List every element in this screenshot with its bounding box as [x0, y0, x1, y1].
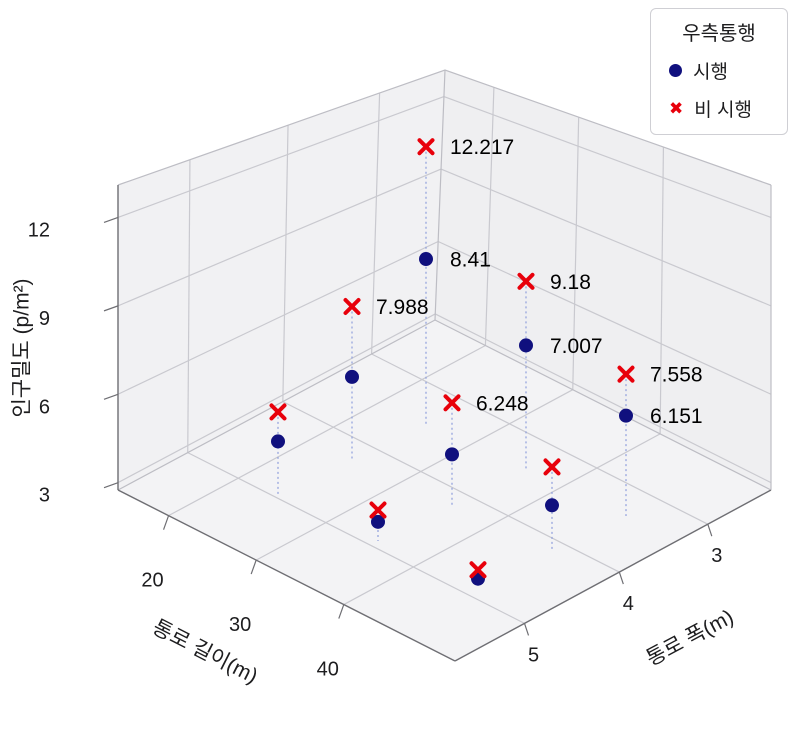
grid-line-x-wall	[484, 87, 495, 346]
grid-line-x-floor	[255, 389, 574, 561]
grid-line-x-floor	[168, 344, 486, 517]
data-point-x	[617, 365, 635, 383]
x-tick-label: 40	[317, 659, 339, 681]
data-point-circle	[545, 498, 559, 513]
x-axis-spine	[117, 489, 456, 662]
y-tick-label: 4	[623, 593, 634, 615]
value-label: 6.151	[650, 405, 703, 428]
grid-line-x-wall	[572, 117, 580, 390]
grid-line-z-right-wall	[443, 96, 772, 219]
z-tick	[103, 482, 119, 489]
x-tick	[250, 559, 257, 575]
legend-item-label: 시행	[693, 62, 728, 83]
value-label: 8.41	[450, 249, 491, 272]
z-tick-label: 3	[39, 485, 50, 507]
grid-line-z-right-wall	[437, 240, 772, 395]
data-point-circle	[271, 434, 285, 449]
data-point-x	[343, 297, 361, 315]
grid-line-z-right-wall	[440, 168, 772, 307]
y-tick	[707, 524, 713, 537]
data-point-circle	[371, 514, 385, 529]
x-tick-label: 30	[229, 614, 251, 636]
z-tick-label: 12	[28, 219, 50, 241]
floor-pane	[118, 320, 771, 661]
data-point-x	[269, 403, 287, 421]
z-tick	[103, 393, 119, 400]
legend-item-implemented: 시행	[661, 57, 777, 84]
z-tick	[103, 305, 119, 312]
x-tick-label: 20	[141, 570, 163, 592]
legend: 우측통행 시행 ✖ 비 시행	[650, 8, 788, 135]
grid-line-y-floor	[371, 353, 709, 525]
z-tick-label: 9	[39, 308, 50, 330]
data-point-circle	[419, 252, 433, 267]
grid-line-z-right-wall	[434, 313, 772, 484]
grid-line-y-wall	[187, 159, 191, 453]
value-label: 12.217	[450, 136, 514, 159]
right-wall-pane	[435, 70, 771, 490]
pane-back-vertical-edge	[434, 69, 446, 321]
legend-title: 우측통행	[682, 23, 756, 45]
data-point-circle	[519, 338, 533, 353]
y-tick-label: 3	[711, 545, 722, 567]
left-wall-pane	[118, 70, 445, 490]
grid-line-y-floor	[282, 401, 620, 573]
data-point-circle	[445, 447, 459, 462]
value-label: 7.558	[650, 364, 703, 387]
data-point-x	[517, 272, 535, 290]
data-point-x	[369, 501, 387, 519]
zaxis-title: 인구밀도 (p/m²)	[11, 278, 34, 417]
x-tick	[338, 604, 345, 619]
grid-line-y-wall	[371, 92, 381, 355]
data-point-circle	[619, 408, 633, 423]
data-point-x	[543, 458, 561, 476]
grid-line-y-floor	[187, 452, 525, 624]
legend-swatch-x: ✖	[669, 99, 684, 118]
y-axis-spine	[454, 489, 772, 662]
grid-line-x-floor	[343, 433, 661, 606]
data-point-x	[469, 561, 487, 579]
data-point-x	[443, 394, 461, 412]
y-tick	[618, 571, 624, 585]
data-point-circle	[345, 369, 359, 384]
grid-line-z-left-wall	[117, 96, 445, 219]
yaxis-title: 통로 폭(m)	[643, 605, 738, 670]
grid-line-z-left-wall	[117, 313, 436, 484]
y-tick-label: 5	[528, 644, 539, 666]
z-tick	[103, 216, 119, 224]
legend-swatch-circle	[669, 64, 682, 77]
grid-line-x-wall	[659, 147, 665, 434]
grid-line-z-left-wall	[117, 168, 442, 307]
data-point-x	[417, 138, 435, 156]
y-tick	[523, 623, 530, 636]
grid-line-y-wall	[282, 125, 289, 402]
legend-item-not-implemented: ✖ 비 시행	[661, 95, 777, 122]
legend-item-label: 비 시행	[694, 100, 752, 121]
z-tick-label: 6	[39, 396, 50, 418]
x-tick	[162, 515, 170, 530]
value-label: 9.18	[550, 271, 591, 294]
value-label: 7.988	[376, 296, 429, 319]
grid-line-z-left-wall	[117, 240, 439, 395]
value-label: 7.007	[550, 335, 603, 358]
value-label: 6.248	[476, 392, 529, 415]
